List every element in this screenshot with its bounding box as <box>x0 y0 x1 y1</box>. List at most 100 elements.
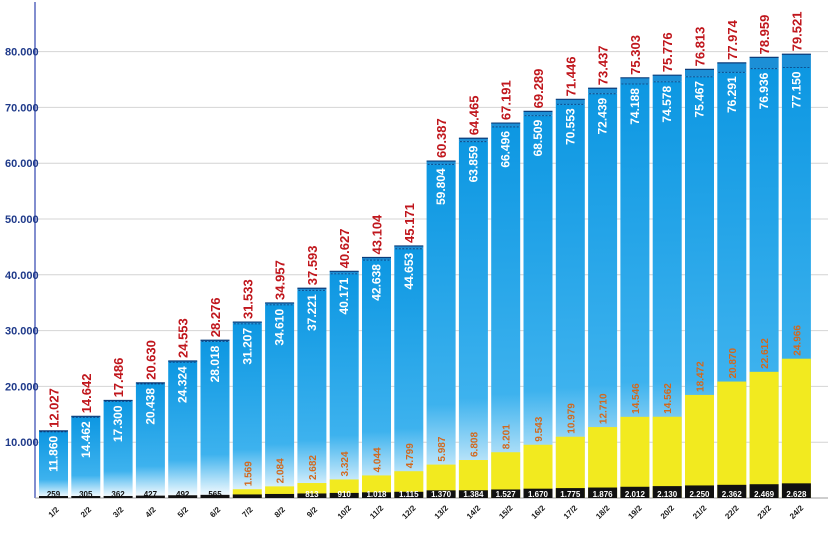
label-confirmed: 44.653 <box>402 253 416 290</box>
bar-deaths <box>103 495 133 498</box>
label-deaths: 305 <box>79 490 93 499</box>
bar-confirmed <box>394 248 424 498</box>
label-confirmed: 74.578 <box>660 86 674 123</box>
bar-deaths <box>265 493 295 498</box>
label-recovered: 2.084 <box>276 458 287 483</box>
bar-deaths <box>749 484 779 498</box>
bar-confirmed <box>200 341 230 498</box>
bar-total-cap <box>135 382 165 385</box>
bar-deaths <box>39 496 68 498</box>
bar-confirmed <box>555 104 585 498</box>
y-tick-label: 20.000 <box>5 381 39 393</box>
bar-confirmed <box>71 417 101 498</box>
label-total: 76.813 <box>693 27 708 67</box>
bar-confirmed <box>426 164 456 498</box>
label-confirmed: 34.610 <box>273 309 287 346</box>
label-total: 77.974 <box>725 19 740 60</box>
bar-total-cap <box>781 54 811 68</box>
label-recovered: 12.710 <box>599 393 610 424</box>
bar-deaths <box>781 483 811 498</box>
label-total: 17.486 <box>111 358 126 398</box>
bar-confirmed <box>135 383 165 498</box>
label-deaths: 2.012 <box>625 490 646 499</box>
bar-deaths <box>426 490 456 498</box>
label-recovered: 6.808 <box>469 432 480 457</box>
label-deaths: 1.670 <box>528 490 549 499</box>
bar-deaths <box>685 485 714 498</box>
label-deaths: 1.775 <box>560 490 581 499</box>
bar-confirmed <box>39 431 68 498</box>
bar-deaths <box>362 492 391 498</box>
label-confirmed: 24.324 <box>176 366 190 403</box>
label-total: 24.553 <box>176 318 191 358</box>
label-confirmed: 70.553 <box>563 108 577 145</box>
bar-confirmed <box>362 260 391 498</box>
label-recovered: 8.201 <box>502 424 513 449</box>
bar-deaths <box>620 486 650 498</box>
bar-deaths <box>458 490 488 498</box>
label-deaths: 259 <box>47 490 61 499</box>
label-deaths: 2.250 <box>689 490 710 499</box>
bar-deaths <box>200 494 230 498</box>
label-total: 73.437 <box>596 45 611 85</box>
bar-deaths <box>329 492 359 498</box>
label-total: 75.776 <box>660 32 675 72</box>
label-deaths: 1.018 <box>366 490 387 499</box>
label-confirmed: 59.804 <box>434 168 448 205</box>
label-deaths: 362 <box>111 490 125 499</box>
bar-total-cap <box>749 57 779 69</box>
bar-confirmed <box>232 323 262 498</box>
bar-total-cap <box>362 257 391 261</box>
bar-total-cap <box>620 77 650 85</box>
label-recovered: 18.472 <box>696 361 707 392</box>
bar-confirmed <box>458 141 488 498</box>
label-deaths: 1.527 <box>496 490 517 499</box>
bar-recovered <box>555 436 585 498</box>
bar-recovered <box>717 381 747 498</box>
y-tick-label: 60.000 <box>5 158 39 170</box>
bar-total-cap <box>200 340 230 342</box>
label-deaths: 2.362 <box>722 490 743 499</box>
label-total: 14.642 <box>79 374 94 414</box>
label-confirmed: 20.438 <box>143 388 157 425</box>
bar-total-cap <box>426 161 456 165</box>
bar-recovered <box>232 489 262 498</box>
label-confirmed: 72.439 <box>596 97 610 134</box>
bar-deaths <box>135 495 165 498</box>
bar-total-cap <box>588 88 618 94</box>
bar-recovered <box>588 427 618 498</box>
label-total: 69.289 <box>531 69 546 109</box>
bar-confirmed <box>265 304 295 498</box>
label-recovered: 3.324 <box>340 451 351 476</box>
bar-total-cap <box>652 75 682 82</box>
label-deaths: 2.469 <box>754 490 775 499</box>
y-tick-label: 40.000 <box>5 270 39 282</box>
bar-deaths <box>394 491 424 498</box>
label-deaths: 1.384 <box>463 490 484 499</box>
label-confirmed: 76.291 <box>725 76 739 113</box>
label-total: 45.171 <box>402 203 417 243</box>
label-confirmed: 14.462 <box>79 421 93 458</box>
label-confirmed: 77.150 <box>789 71 803 108</box>
bar-total-cap <box>297 288 327 291</box>
bar-total-cap <box>685 69 714 77</box>
bar-deaths <box>588 487 618 498</box>
label-total: 34.957 <box>273 260 288 300</box>
label-recovered: 14.562 <box>663 383 674 414</box>
bar-total-cap <box>232 322 262 324</box>
label-confirmed: 75.467 <box>693 81 707 118</box>
label-confirmed: 28.018 <box>208 345 222 382</box>
bar-total-cap <box>394 245 424 249</box>
label-total: 12.027 <box>47 388 62 428</box>
label-confirmed: 42.638 <box>370 264 384 301</box>
label-confirmed: 17.300 <box>111 405 125 442</box>
label-recovered: 22.612 <box>760 338 771 369</box>
label-deaths: 813 <box>305 490 319 499</box>
label-confirmed: 74.188 <box>628 88 642 125</box>
label-confirmed: 63.859 <box>466 145 480 182</box>
bar-deaths <box>652 486 682 498</box>
label-total: 67.191 <box>499 80 514 120</box>
bar-confirmed <box>329 273 359 498</box>
bar-confirmed <box>297 290 327 498</box>
